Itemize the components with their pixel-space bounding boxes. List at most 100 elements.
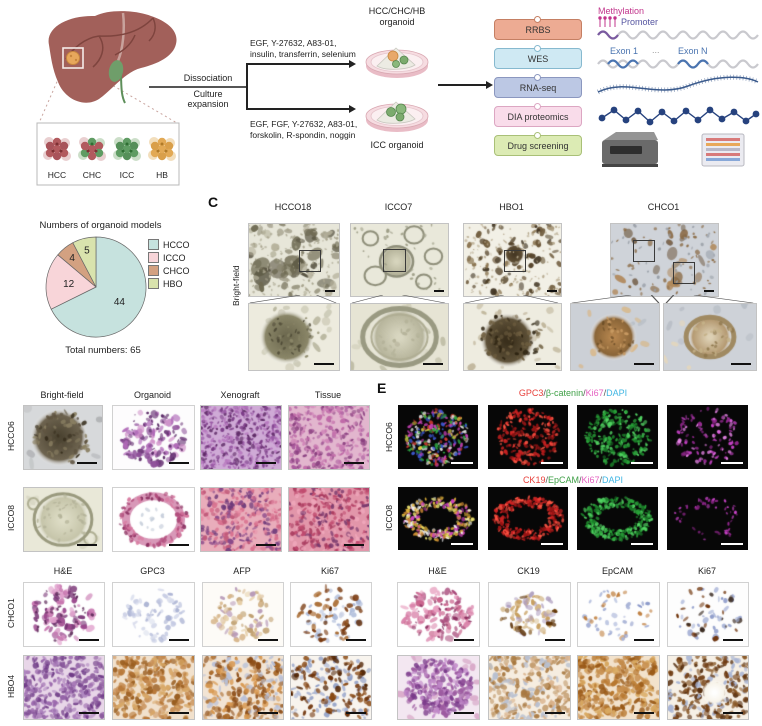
scale-bar	[169, 462, 189, 464]
pie-slice-hcco	[50, 236, 147, 338]
marker-epcam: EpCAM	[547, 475, 579, 485]
micrograph-hcco18-overview	[248, 223, 340, 297]
organoid-dishes	[365, 47, 429, 132]
column-title: CHCO1	[647, 202, 680, 212]
method-label: Drug screening	[507, 140, 569, 151]
scale-bar	[258, 712, 278, 714]
exon-graphic: Exon 1 ... Exon N	[597, 45, 759, 69]
connector-dot	[534, 15, 541, 23]
method-box-rrbs: RRBS	[494, 15, 582, 40]
panel-ihc-left: H&E GPC3 AFP Ki67 CHCO1 HBO4	[0, 560, 378, 726]
column-header-he: H&E	[53, 566, 73, 576]
legend-swatch	[148, 239, 159, 250]
dissociation-line	[149, 86, 246, 88]
method-label: WES	[527, 53, 549, 64]
micrograph-hcco6-organoid-he	[112, 405, 195, 470]
exonN-label: Exon N	[678, 46, 708, 56]
inset-box	[633, 240, 655, 262]
legend-label: CHCO	[163, 265, 190, 276]
method-box-drug-screening: Drug screening	[494, 131, 582, 156]
exon1-segment	[607, 59, 639, 69]
connector-dot	[534, 131, 541, 139]
scale-bar	[344, 462, 364, 464]
column-header-xenograft: Xenograft	[220, 390, 260, 400]
marker-dapi: DAPI	[606, 388, 628, 398]
scale-bar	[346, 712, 366, 714]
scale-bar	[454, 639, 474, 641]
micrograph-chco1-zoom-1	[570, 303, 660, 371]
scale-bar	[169, 639, 189, 641]
scale-bar	[541, 462, 563, 464]
scale-bar	[721, 462, 743, 464]
scale-bar	[423, 363, 443, 365]
column-title: HCCO18	[274, 202, 312, 212]
marker-ki67: Ki67	[585, 388, 604, 398]
branch-arrow-bottom-head	[349, 105, 356, 113]
workflow-schematic: HCC CHC ICC HB Dissociation Culture expa…	[0, 0, 762, 196]
row-label-hcco6: HCCO6	[6, 421, 16, 452]
chart-total-label: Total numbers: 65	[65, 345, 141, 356]
legend-swatch	[148, 252, 159, 263]
micrograph-icco7-zoom	[350, 303, 449, 371]
scale-bar	[723, 639, 743, 641]
tumor-type-label-hb: HB	[156, 170, 168, 180]
method-label: DIA proteomics	[507, 111, 569, 122]
column-header-epcam: EpCAM	[601, 566, 633, 576]
legend-item-chco: CHCO	[148, 264, 190, 277]
column-header-he: H&E	[428, 566, 447, 576]
row-label-icco8: ICCO8	[384, 505, 394, 532]
media-top-line1: EGF, Y-27632, A83-01,	[250, 38, 337, 48]
micrograph-icco8-xenograft	[200, 487, 282, 552]
inset-connector-lines	[249, 295, 337, 303]
dish-hcc-chc-hb	[365, 47, 429, 78]
separator: /	[545, 475, 548, 485]
scale-bar	[451, 543, 473, 545]
scale-bar	[541, 543, 563, 545]
micrograph-icco8-tissue	[288, 487, 370, 552]
ihc-hbo4-gpc3	[112, 655, 195, 720]
ihc-chco1-ki67	[290, 582, 372, 647]
pie-value-label: 5	[84, 246, 90, 257]
scale-bar	[258, 639, 278, 641]
dish-top-label: HCC/CHC/HB organoid	[368, 6, 426, 27]
ihc-right-row2-he	[397, 655, 480, 720]
connector-dot	[534, 73, 541, 81]
marker-ki67: Ki67	[581, 475, 600, 485]
panel-e-letter: E	[377, 380, 387, 396]
assay-arrow-head	[486, 81, 493, 89]
promoter-label: Promoter	[621, 17, 658, 27]
dish-icc	[365, 101, 429, 132]
media-bottom-line2: forskolin, R-spondin, noggin	[250, 129, 356, 140]
ihc-chco1-afp	[202, 582, 284, 647]
chart-title: Numbers of organoid models	[39, 220, 162, 231]
micrograph-icco8-brightfield	[23, 487, 103, 552]
connector-dot	[534, 44, 541, 52]
inset-box	[504, 250, 526, 272]
ihc-hbo4-he	[23, 655, 105, 720]
micrograph-hcco18-zoom	[248, 303, 340, 371]
method-box-dia-proteomics: DIA proteomics	[494, 102, 582, 127]
legend-item-hcco: HCCO	[148, 238, 190, 251]
column-header-brightfield: Bright-field	[40, 390, 84, 400]
scale-bar	[169, 544, 189, 546]
icc-cell-cluster	[113, 137, 141, 161]
marker-gpc3: GPC3	[518, 388, 544, 398]
separator: /	[603, 388, 607, 398]
legend-label: ICCO	[163, 252, 186, 263]
scale-bar	[77, 462, 97, 464]
scale-bar	[79, 639, 99, 641]
scale-bar	[721, 543, 743, 545]
scale-bar	[545, 639, 565, 641]
scale-bar	[704, 290, 714, 292]
if-hcco6-gpc3	[488, 405, 568, 469]
sequencer-machine-icon	[602, 132, 658, 167]
liver	[48, 11, 177, 104]
inset-box	[299, 250, 321, 272]
row-label-hcco6: HCCO6	[384, 422, 394, 452]
assay-plate-icon	[701, 133, 745, 167]
separator: /	[599, 475, 603, 485]
column-title: ICCO7	[384, 202, 413, 212]
media-bottom-line1: EGF, FGF, Y-27632, A83-01,	[250, 119, 358, 129]
panel-c-column-icco7: ICCO7	[350, 202, 449, 378]
scale-bar	[346, 639, 366, 641]
